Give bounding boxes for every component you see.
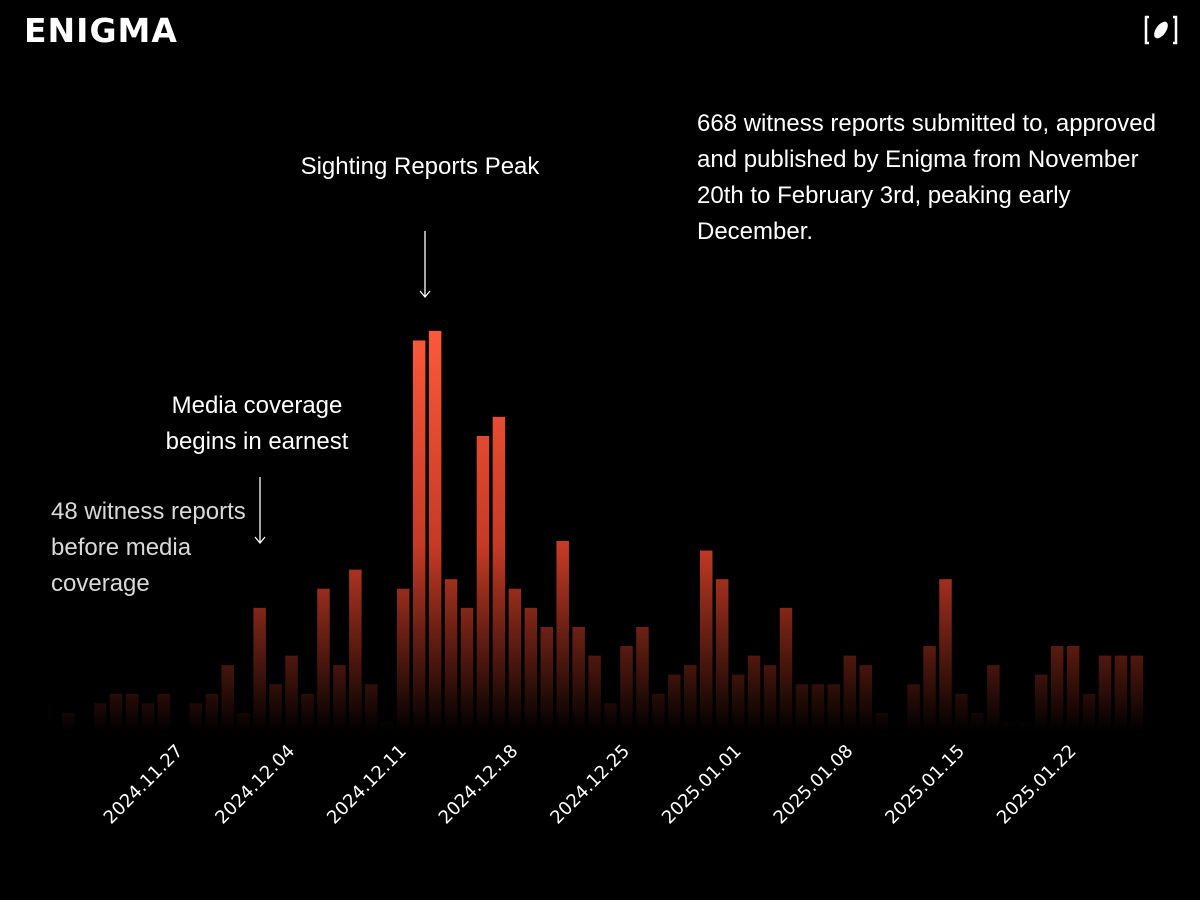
bar: [588, 655, 601, 732]
bar: [556, 541, 569, 732]
bar: [843, 655, 857, 732]
brand-logo: ENIGMA: [24, 11, 178, 50]
bar: [1082, 693, 1096, 732]
bar: [205, 693, 219, 732]
bar: [412, 340, 426, 732]
x-tick-label: 2024.12.25: [546, 741, 634, 829]
bar: [1066, 646, 1080, 732]
bar: [795, 684, 809, 732]
bar: [636, 626, 649, 732]
bar: [684, 665, 697, 732]
bar: [1003, 722, 1016, 732]
bar: [955, 693, 968, 732]
bar: [381, 722, 394, 732]
bar: [285, 655, 298, 732]
bar: [62, 712, 75, 732]
bar: [333, 665, 346, 732]
brand-mark-icon: [1144, 15, 1178, 45]
bar: [971, 712, 984, 732]
bar: [779, 607, 793, 732]
bar: [859, 665, 872, 732]
x-tick-label: 2024.12.11: [323, 741, 411, 829]
bar: [1130, 655, 1144, 732]
bar: [317, 588, 330, 732]
bar: [93, 703, 107, 732]
x-tick-label: 2024.12.04: [211, 741, 299, 829]
bar: [763, 665, 777, 732]
media-arrow-icon: [254, 477, 266, 545]
x-tick-label: 2025.01.22: [993, 741, 1081, 829]
bar: [365, 684, 378, 732]
bar: [269, 684, 282, 732]
bar: [747, 655, 761, 732]
bar: [1114, 655, 1128, 732]
bar: [141, 703, 155, 732]
x-tick-label: 2025.01.01: [658, 741, 746, 829]
x-tick-labels-group: 2024.11.27 2024.12.04 2024.12.11 2024.12.18…: [100, 741, 1081, 829]
bar: [668, 674, 681, 732]
bar: [460, 607, 474, 732]
bars-group: [62, 330, 1144, 732]
bar: [1050, 646, 1064, 732]
bar: [987, 665, 1000, 732]
bar: [700, 550, 713, 732]
bar: [620, 646, 633, 732]
bar: [396, 588, 410, 732]
bar: [157, 693, 171, 732]
bar: [652, 693, 665, 732]
bar: [731, 674, 745, 732]
bar: [349, 569, 362, 732]
bar: [508, 588, 522, 732]
bar: [428, 330, 442, 732]
bar: [237, 712, 250, 732]
bar: [221, 665, 234, 732]
x-tick-label: 2025.01.15: [881, 741, 969, 829]
bar: [1098, 655, 1112, 732]
annotation-peak: Sighting Reports Peak: [300, 153, 540, 180]
bar: [253, 607, 266, 732]
bar: [1019, 722, 1032, 732]
bar: [907, 684, 920, 732]
peak-arrow-icon: [419, 231, 431, 299]
bar: [923, 646, 936, 732]
bar: [189, 703, 203, 732]
x-tick-label: 2024.12.18: [435, 741, 523, 829]
bar: [939, 579, 952, 732]
bar: [109, 693, 123, 732]
bar: [524, 607, 538, 732]
annotation-media-coverage: Media coverage begins in earnest: [165, 392, 349, 455]
bar: [827, 684, 841, 732]
bar: [492, 416, 506, 732]
bar: [125, 693, 139, 732]
bar: [1034, 674, 1048, 732]
x-tick-label: 2025.01.08: [770, 741, 858, 829]
bar: [811, 684, 825, 732]
annotation-before-media: 48 witness reports before media coverage: [51, 498, 246, 597]
x-tick-label: 2024.11.27: [100, 741, 188, 829]
bar: [476, 435, 490, 732]
bar: [715, 579, 729, 732]
bar: [301, 693, 314, 732]
bar: [604, 703, 617, 732]
bar: [875, 712, 888, 732]
bar: [444, 579, 458, 732]
bar: [540, 626, 553, 732]
summary-text: 668 witness reports submitted to, approv…: [697, 110, 1156, 245]
bar: [572, 626, 585, 732]
